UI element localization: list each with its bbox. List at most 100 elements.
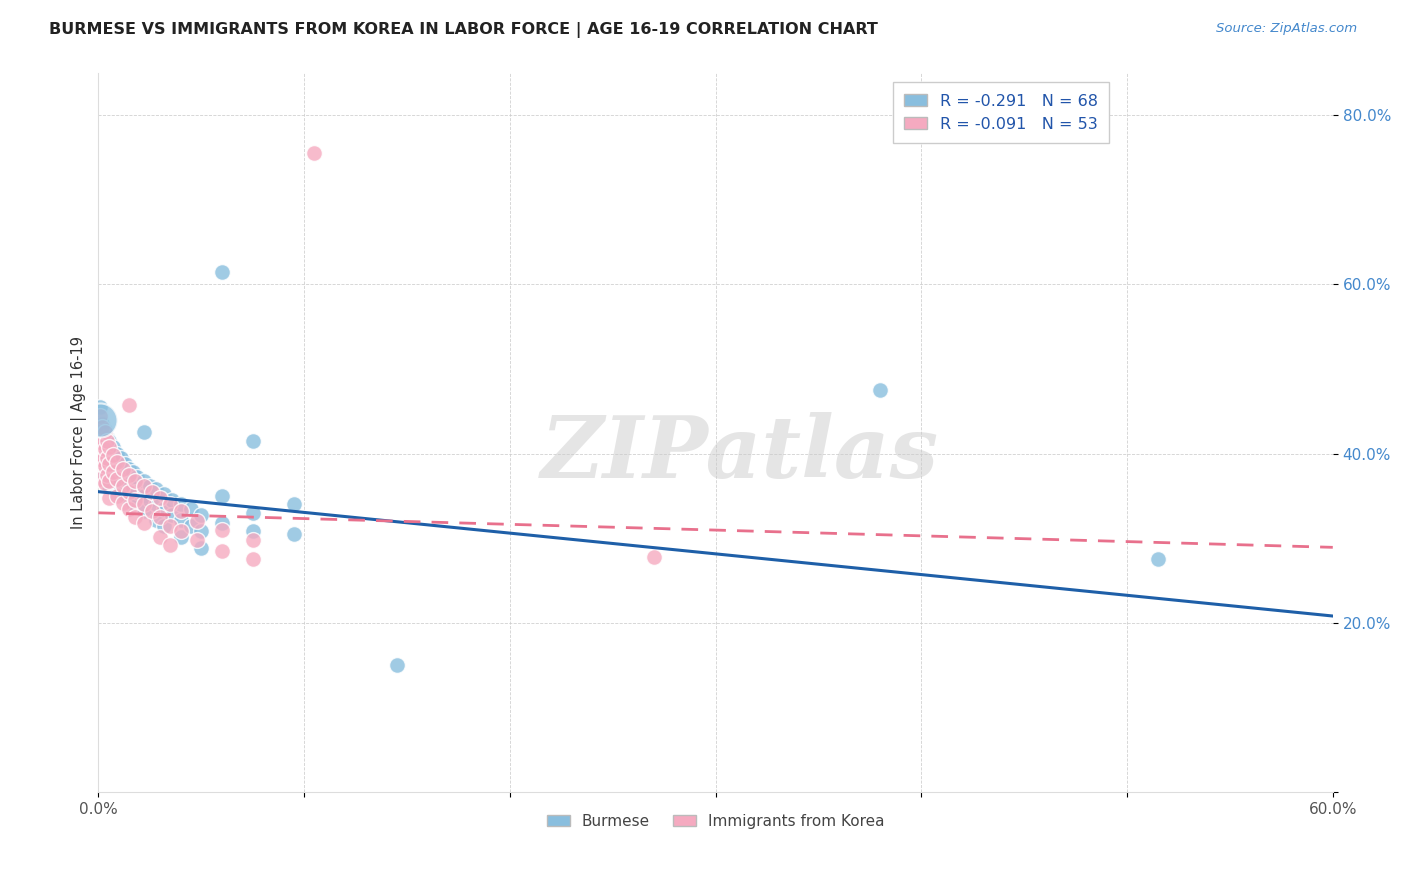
Point [132,474,155,488]
Point [149,491,172,505]
Point [186,533,208,547]
Point [93,476,115,491]
Point [97,434,120,448]
Point [141,484,163,499]
Point [190,524,212,539]
Point [118,484,141,499]
Point [186,514,208,528]
Point [118,501,141,516]
Point [89,455,111,469]
Point [132,497,155,511]
Point [93,442,115,457]
Point [159,518,181,533]
Point [89,438,111,452]
Point [132,479,155,493]
Point [283,497,305,511]
Point [91,417,114,431]
Point [122,496,145,510]
Point [118,467,141,482]
Text: Source: ZipAtlas.com: Source: ZipAtlas.com [1216,22,1357,36]
Point [162,508,184,522]
Point [124,493,146,508]
Point [89,442,111,457]
Point [105,476,128,491]
Point [242,506,264,520]
Point [112,462,135,476]
Point [169,504,191,518]
Point [112,479,135,493]
Point [242,524,264,539]
Point [101,470,124,484]
Point [122,465,145,479]
Point [190,541,212,556]
Point [211,544,233,558]
Text: ZIPatlas: ZIPatlas [541,412,939,496]
Point [97,457,120,471]
Legend: Burmese, Immigrants from Korea: Burmese, Immigrants from Korea [540,807,890,835]
Point [149,529,172,543]
Point [149,510,172,524]
Point [242,552,264,566]
Point [114,472,136,486]
Point [118,398,141,412]
Point [97,448,120,462]
Point [242,434,264,448]
Point [89,455,111,469]
Point [96,450,118,465]
Point [101,455,124,469]
Point [124,474,146,488]
Point [96,459,118,474]
Point [169,529,191,543]
Point [211,523,233,537]
Point [93,425,115,440]
Point [132,516,155,530]
Point [97,465,120,479]
Point [93,459,115,474]
Point [105,455,128,469]
Point [153,487,176,501]
Point [96,445,118,459]
Point [211,265,233,279]
Point [169,513,191,527]
Point [159,497,181,511]
Point [643,549,665,564]
Point [101,440,124,454]
Point [118,491,141,505]
Point [89,472,111,486]
Point [242,533,264,547]
Point [118,462,141,476]
Point [211,516,233,530]
Point [114,487,136,501]
Point [180,502,202,516]
Point [97,440,120,454]
Point [93,440,115,454]
Point [118,476,141,491]
Point [97,474,120,488]
Point [89,413,111,427]
Point [112,496,135,510]
Point [169,524,191,539]
Point [162,493,184,508]
Point [105,447,128,461]
Point [141,504,163,518]
Point [91,434,114,448]
Point [180,518,202,533]
Point [110,450,132,465]
Point [159,538,181,552]
Point [153,501,176,516]
Point [97,491,120,505]
Point [110,465,132,479]
Point [122,480,145,494]
Point [91,453,114,467]
Point [190,508,212,522]
Point [114,457,136,471]
Y-axis label: In Labor Force | Age 16-19: In Labor Force | Age 16-19 [72,336,87,529]
Point [89,409,111,423]
Point [169,497,191,511]
Point [96,430,118,444]
Point [89,400,111,414]
Point [96,467,118,482]
Text: BURMESE VS IMMIGRANTS FROM KOREA IN LABOR FORCE | AGE 16-19 CORRELATION CHART: BURMESE VS IMMIGRANTS FROM KOREA IN LABO… [49,22,879,38]
Point [93,455,115,469]
Point [132,504,155,518]
